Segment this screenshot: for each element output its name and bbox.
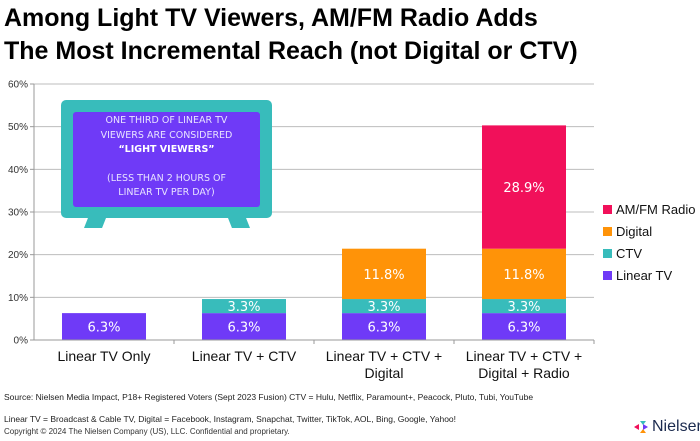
- title-line-1: Among Light TV Viewers, AM/FM Radio Adds: [4, 4, 538, 32]
- title-line-2: The Most Incremental Reach (not Digital …: [4, 37, 578, 65]
- bar-segment-ctv: [482, 299, 566, 314]
- callout-highlight: “LIGHT VIEWERS”: [118, 144, 215, 155]
- callout-spacer: [73, 158, 260, 172]
- bar-segment-digital: [482, 248, 566, 300]
- x-tick-label-line: Digital + Radio: [478, 365, 570, 381]
- bar-segment-linear-tv: [482, 313, 566, 340]
- bar-data-label: 6.3%: [87, 321, 120, 336]
- legend-item: Linear TV: [603, 264, 698, 286]
- x-tick-label-line: Linear TV + CTV +: [325, 348, 443, 364]
- bar-data-label: 11.8%: [363, 268, 404, 283]
- x-tick-label-line: Linear TV + CTV +: [465, 348, 583, 364]
- legend-swatch: [603, 270, 612, 280]
- bar-segment-digital: [342, 248, 426, 300]
- bar-segment-linear-tv: [342, 313, 426, 340]
- x-tick-label: Linear TV + CTV + Digital + Radio: [454, 348, 594, 382]
- page-title: Among Light TV Viewers, AM/FM Radio Adds…: [4, 2, 696, 68]
- bar-data-label: 6.3%: [367, 321, 400, 336]
- x-tick-label-line: Linear TV Only: [57, 348, 151, 364]
- y-tick-label: 10%: [8, 293, 28, 304]
- nielsen-logo: Nielsen: [634, 418, 700, 436]
- tv-callout-screen: ONE THIRD OF LINEAR TV VIEWERS ARE CONSI…: [73, 112, 260, 207]
- legend-item: Digital: [603, 220, 698, 242]
- y-tick-label: 60%: [8, 80, 28, 91]
- y-tick-label: 40%: [8, 165, 28, 176]
- bar-segment-linear-tv: [202, 313, 286, 340]
- x-tick-label-line: Digital: [364, 365, 404, 381]
- footer-copyright: Copyright © 2024 The Nielsen Company (US…: [4, 427, 290, 436]
- bar-data-label: 6.3%: [227, 321, 260, 336]
- legend-swatch: [603, 204, 612, 214]
- tv-callout: ONE THIRD OF LINEAR TV VIEWERS ARE CONSI…: [61, 100, 272, 218]
- callout-line-2: VIEWERS ARE CONSIDERED: [100, 129, 233, 141]
- nielsen-logo-icon: [634, 421, 648, 433]
- bar-data-label: 3.3%: [227, 300, 260, 315]
- x-tick-label: Linear TV + CTV + Digital: [314, 348, 454, 382]
- bar-data-label: 3.3%: [507, 300, 540, 315]
- y-axis-ticks: 0% 10% 20% 30% 40% 50% 60%: [8, 80, 28, 347]
- callout-line-3: “LIGHT VIEWERS”: [73, 143, 260, 158]
- callout-line-1: ONE THIRD OF LINEAR TV: [105, 115, 228, 126]
- nielsen-logo-text: Nielsen: [652, 418, 700, 435]
- axes: [30, 83, 595, 344]
- footer-source: Source: Nielsen Media Impact, P18+ Regis…: [4, 392, 534, 402]
- bar-segment-linear-tv: [62, 313, 146, 340]
- legend-item: AM/FM Radio: [603, 198, 698, 220]
- x-tick-label: Linear TV Only: [34, 348, 174, 365]
- callout-line-5: LINEAR TV PER DAY): [118, 187, 215, 198]
- bars: 6.3% 6.3% 3.3% 6.3% 3.3% 11.8% 6.3% 3.3% 11.8% 28…: [62, 125, 566, 340]
- y-tick-label: 30%: [8, 208, 28, 219]
- y-tick-label: 0%: [14, 336, 29, 347]
- bar-segment-ctv: [342, 299, 426, 314]
- x-tick-label-line: Linear TV + CTV: [191, 348, 297, 364]
- legend-item: CTV: [603, 242, 698, 264]
- legend-label: CTV: [616, 245, 642, 261]
- legend-label: AM/FM Radio: [616, 201, 696, 217]
- bar-data-label: 6.3%: [507, 321, 540, 336]
- y-tick-label: 20%: [8, 250, 28, 261]
- x-tick-label: Linear TV + CTV: [174, 348, 314, 365]
- footer-definitions: Linear TV = Broadcast & Cable TV, Digita…: [4, 414, 457, 424]
- callout-line-4: (LESS THAN 2 HOURS OF: [107, 172, 226, 184]
- legend-swatch: [603, 226, 612, 236]
- bar-segment-am-fm-radio: [482, 125, 566, 249]
- bar-data-label: 3.3%: [367, 300, 400, 315]
- bar-data-label: 11.8%: [503, 268, 544, 283]
- legend-label: Digital: [616, 223, 653, 239]
- y-tick-label: 50%: [8, 122, 28, 133]
- chart-legend: AM/FM Radio Digital CTV Linear TV: [603, 198, 698, 286]
- bar-data-label: 28.9%: [503, 181, 544, 196]
- bar-segment-ctv: [202, 299, 286, 314]
- tv-leg-right: [228, 218, 250, 228]
- tv-leg-left: [84, 218, 106, 228]
- legend-swatch: [603, 248, 612, 258]
- legend-label: Linear TV: [616, 267, 673, 283]
